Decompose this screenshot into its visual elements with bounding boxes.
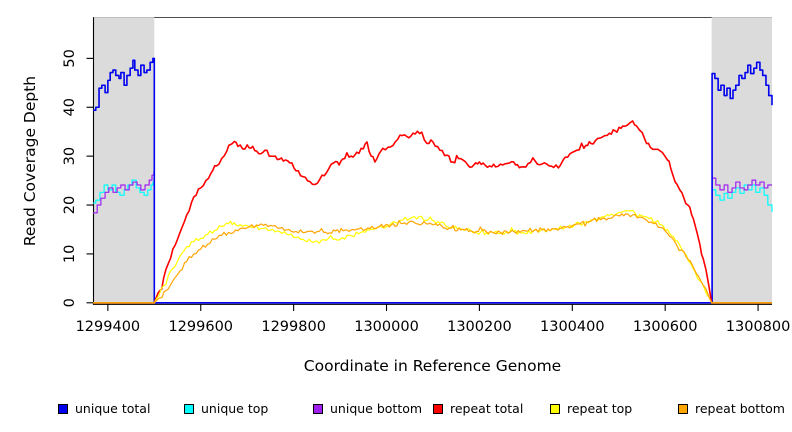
x-tick-label: 1299400 — [76, 319, 141, 335]
legend-label: repeat bottom — [695, 401, 785, 416]
legend-swatch-repeat-total — [433, 404, 443, 414]
legend-swatch-repeat-bottom — [678, 404, 688, 414]
y-tick-label: 0 — [62, 298, 78, 307]
legend-swatch-unique-top — [184, 404, 194, 414]
legend-swatch-unique-total — [58, 404, 68, 414]
x-tick-label: 1300600 — [633, 319, 698, 335]
legend-label: unique top — [201, 401, 269, 416]
series-line-repeat-top — [93, 209, 772, 304]
x-tick-label: 1300400 — [540, 319, 605, 335]
y-tick-label: 50 — [62, 49, 78, 67]
legend-swatch-repeat-top — [550, 404, 560, 414]
y-tick-label: 20 — [62, 196, 78, 214]
legend-item-repeat-total: repeat total — [433, 401, 523, 417]
shaded-region-left — [93, 17, 155, 305]
chart-legend: unique total unique top unique bottom repea… — [0, 401, 792, 421]
legend-item-repeat-bottom: repeat bottom — [678, 401, 785, 417]
legend-label: unique total — [75, 401, 151, 416]
legend-item-unique-top: unique top — [184, 401, 268, 417]
shaded-region-right — [711, 17, 772, 305]
x-tick-label: 1300000 — [354, 319, 419, 335]
legend-swatch-unique-bottom — [313, 404, 323, 414]
x-axis-title: Coordinate in Reference Genome — [303, 357, 562, 375]
series-line-repeat-total — [93, 120, 772, 304]
series-line-unique-bottom — [93, 171, 772, 304]
series-line-repeat-bottom — [93, 213, 772, 304]
legend-item-repeat-top: repeat top — [550, 401, 632, 417]
legend-item-unique-total: unique total — [58, 401, 150, 417]
legend-label: unique bottom — [330, 401, 423, 416]
legend-label: repeat total — [450, 401, 524, 416]
y-tick-label: 30 — [62, 147, 78, 165]
series-line-unique-total — [93, 57, 773, 304]
legend-label: repeat top — [567, 401, 633, 416]
chart-canvas: 1299400 1299600 1299800 1300000 1300200 13004… — [62, 17, 791, 335]
x-tick-label: 1299600 — [168, 319, 233, 335]
y-tick-label: 10 — [62, 245, 78, 263]
y-axis-title: Read Coverage Depth — [21, 75, 39, 247]
series-line-unique-top — [93, 179, 773, 304]
legend-item-unique-bottom: unique bottom — [313, 401, 422, 417]
y-tick-label: 40 — [62, 98, 78, 116]
x-tick-label: 1299800 — [261, 319, 326, 335]
x-tick-label: 1300800 — [726, 319, 791, 335]
x-tick-label: 1300200 — [447, 319, 512, 335]
